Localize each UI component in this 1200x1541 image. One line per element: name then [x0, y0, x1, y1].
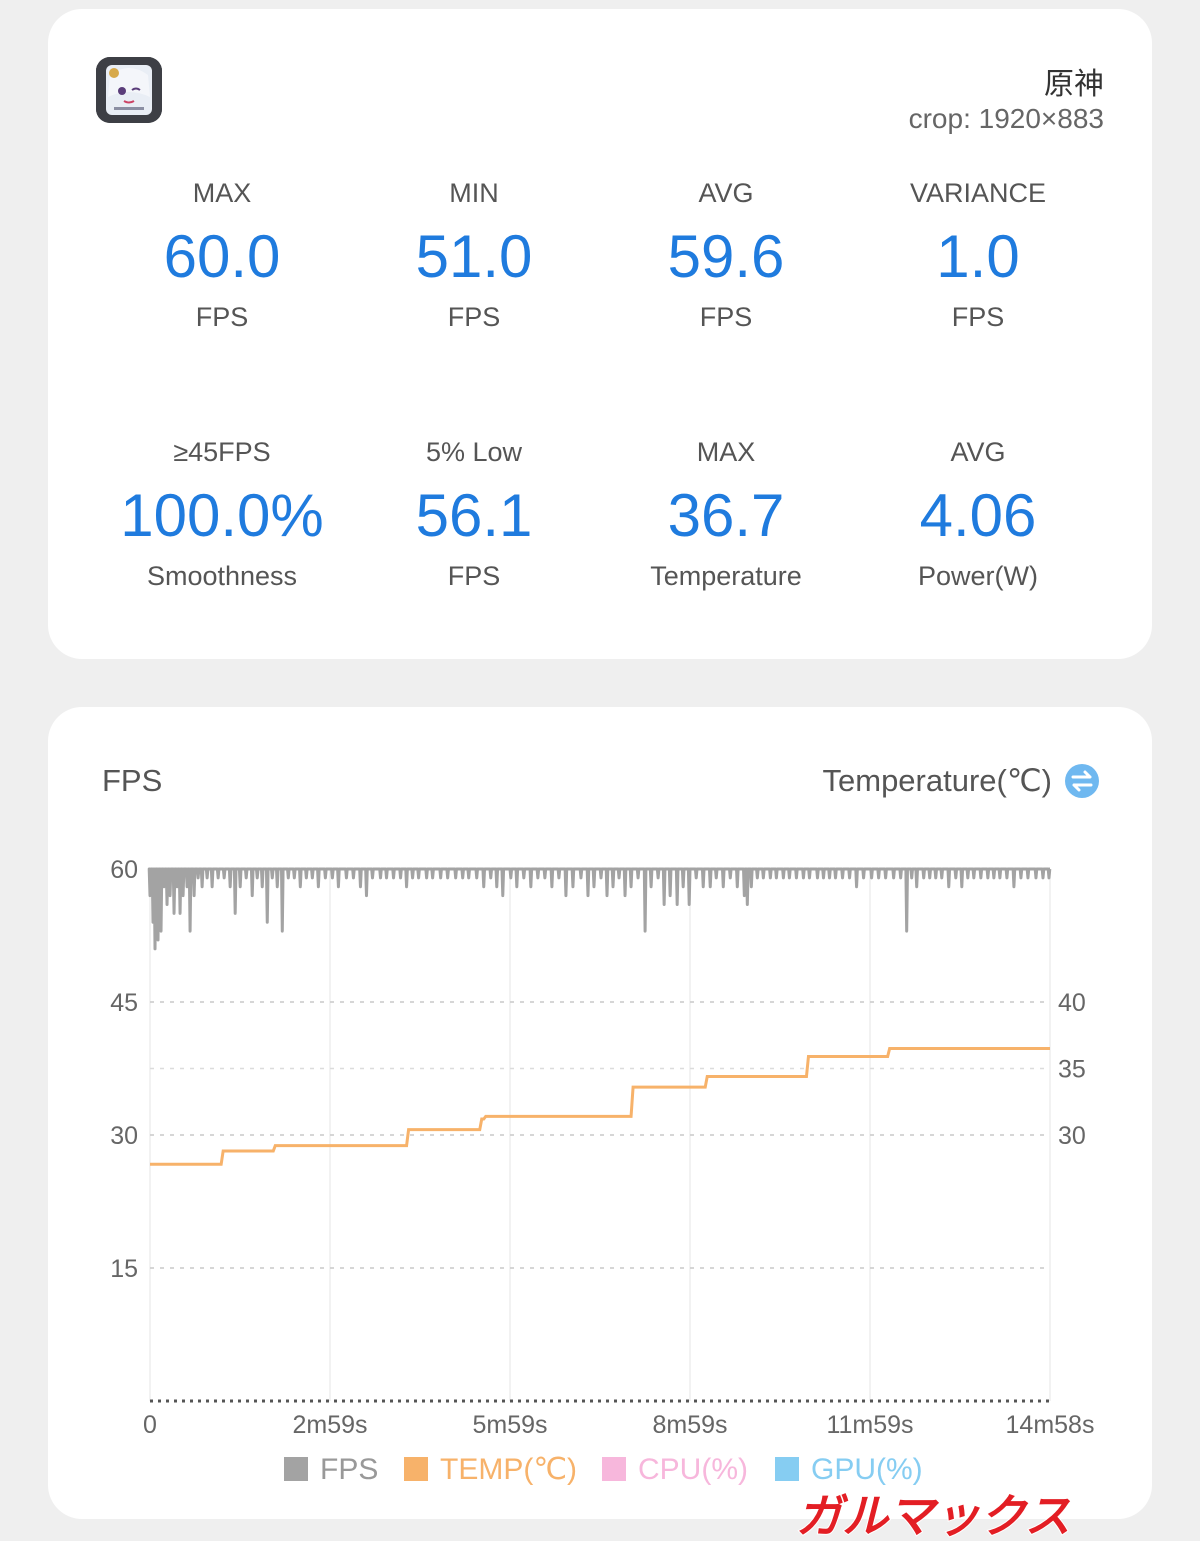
legend-swatch: [602, 1457, 626, 1481]
fps-chart-card: FPS Temperature(℃) 60 45 30 15 40 35 30 0 2m59s 5…: [48, 707, 1152, 1519]
stat-avg-power: AVG 4.06 Power(W): [858, 434, 1098, 594]
chart-left-axis-title: FPS: [102, 763, 163, 798]
stat-smoothness: ≥45FPS 100.0% Smoothness: [102, 434, 342, 594]
legend-label: GPU(%): [811, 1453, 923, 1486]
stat-value: 60.0: [163, 223, 281, 290]
fps-series-line: [147, 867, 1052, 951]
stat-unit: Smoothness: [146, 561, 298, 591]
stat-value: 56.1: [415, 482, 533, 549]
stat-max-fps: MAX 60.0 FPS: [102, 175, 342, 335]
stat-5pct-low: 5% Low 56.1 FPS: [354, 434, 594, 594]
stat-unit: Power(W): [918, 561, 1038, 591]
stat-avg-fps: AVG 59.6 FPS: [606, 175, 846, 335]
stat-value: 4.06: [919, 482, 1037, 549]
y-right-tick-label: 30: [1058, 1122, 1086, 1150]
stat-value: 51.0: [415, 223, 533, 290]
x-tick-label: 8m59s: [652, 1411, 727, 1439]
stat-unit: FPS: [951, 302, 1005, 332]
crop-resolution: crop: 1920×883: [908, 103, 1104, 134]
stat-label: AVG: [698, 178, 754, 208]
x-tick-label: 14m58s: [1006, 1411, 1095, 1439]
legend-label: CPU(%): [638, 1453, 748, 1486]
temperature-series-line: [150, 1047, 1050, 1166]
stat-label: MAX: [192, 178, 252, 208]
stat-value: 1.0: [936, 223, 1020, 290]
stat-unit: FPS: [447, 302, 501, 332]
x-tick-label: 5m59s: [472, 1411, 547, 1439]
legend-label: FPS: [320, 1453, 378, 1486]
stat-unit: FPS: [447, 561, 501, 591]
game-character-icon: [96, 57, 162, 123]
stat-value: 36.7: [667, 482, 785, 549]
fps-temperature-chart: 60 45 30 15 40 35 30 0 2m59s 5m59s 8m59s 11m59s 14m5…: [110, 856, 1095, 1486]
stat-label: ≥45FPS: [173, 437, 271, 467]
swap-axis-icon[interactable]: [1064, 763, 1100, 799]
stat-unit: FPS: [195, 302, 249, 332]
stat-label: VARIANCE: [909, 178, 1047, 208]
stat-value: 100.0%: [120, 482, 324, 549]
legend-swatch: [404, 1457, 428, 1481]
svg-text:ガルマックス: ガルマックス: [796, 1489, 1071, 1540]
chart-right-axis-title: Temperature(℃): [822, 763, 1053, 798]
y-left-tick-label: 60: [110, 856, 138, 884]
stat-variance: VARIANCE 1.0 FPS: [858, 175, 1098, 335]
stat-unit: Temperature: [650, 561, 802, 591]
y-right-tick-label: 35: [1058, 1056, 1086, 1084]
y-left-tick-label: 30: [110, 1122, 138, 1150]
stat-label: MIN: [449, 178, 499, 208]
legend-swatch: [775, 1457, 799, 1481]
stat-max-temperature: MAX 36.7 Temperature: [606, 434, 846, 594]
stat-label: MAX: [696, 437, 756, 467]
legend-swatch: [284, 1457, 308, 1481]
x-tick-label: 11m59s: [826, 1411, 913, 1439]
stat-unit: FPS: [699, 302, 753, 332]
stat-label: AVG: [950, 437, 1006, 467]
y-left-tick-label: 45: [110, 989, 138, 1017]
watermark-logo: ガルマックス: [795, 1488, 1072, 1540]
stat-min-fps: MIN 51.0 FPS: [354, 175, 594, 335]
stat-label: 5% Low: [425, 437, 523, 467]
y-left-tick-label: 15: [110, 1255, 138, 1283]
x-tick-label: 2m59s: [292, 1411, 367, 1439]
y-right-tick-label: 40: [1058, 989, 1086, 1017]
legend-label: TEMP(℃): [440, 1453, 577, 1486]
game-title: 原神: [1044, 67, 1104, 102]
performance-summary-card: 原神 crop: 1920×883 MAX 60.0 FPS MIN 51.0 …: [48, 9, 1152, 659]
stat-value: 59.6: [667, 223, 785, 290]
x-tick-label: 0: [143, 1411, 157, 1439]
